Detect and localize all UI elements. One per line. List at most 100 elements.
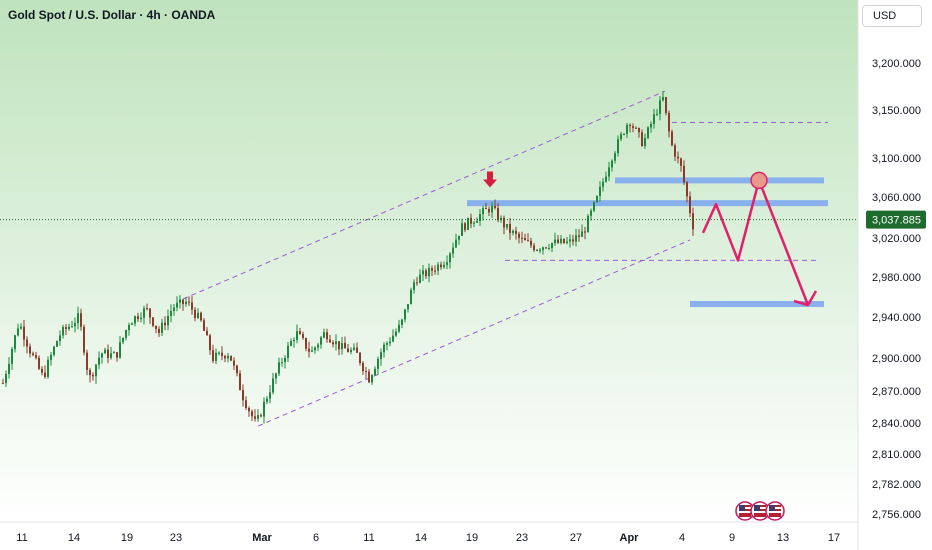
channel-upper-line (182, 90, 666, 300)
candle-body (419, 274, 421, 283)
candle-body (692, 213, 694, 230)
candle-body (386, 343, 388, 345)
projection-arrowhead (793, 290, 818, 307)
us-flag-icon[interactable] (765, 501, 785, 521)
candle-body (227, 355, 229, 359)
price-tick-label: 3,100.000 (872, 153, 921, 165)
candle-body (62, 327, 64, 336)
candle-body (677, 156, 679, 159)
candle-body (365, 370, 367, 372)
candle-body (602, 181, 604, 187)
zone-band (690, 301, 824, 307)
candle-body (674, 145, 676, 157)
candle-body (518, 233, 520, 238)
candle-body (281, 362, 283, 364)
key-zones (467, 177, 828, 307)
time-tick-label: 6 (313, 532, 319, 544)
candle-body (218, 352, 220, 354)
candle-body (398, 324, 400, 332)
projection-line (701, 179, 810, 306)
candle-body (611, 160, 613, 168)
time-tick-label: 4 (679, 532, 685, 544)
retest-circle-marker (750, 171, 768, 190)
time-tick-label: 13 (777, 532, 789, 544)
us-flag-icon[interactable] (735, 501, 755, 521)
time-tick-label: 11 (363, 532, 374, 544)
candle-body (500, 217, 502, 221)
candle-body (656, 113, 658, 115)
candle-body (266, 398, 268, 402)
currency-button[interactable]: USD (862, 5, 922, 27)
price-axis[interactable]: 3,200.000 3,150.000 3,100.000 3,060.000 3,02… (872, 58, 921, 521)
candle-body (29, 346, 31, 354)
candle-body (506, 223, 508, 228)
candle-body (392, 335, 394, 342)
candle-body (65, 327, 67, 330)
candle-body (671, 131, 673, 146)
candle-body (41, 368, 43, 373)
candle-body (449, 253, 451, 263)
candle-body (455, 239, 457, 248)
time-tick-label: 23 (516, 532, 528, 544)
candle-body (590, 210, 592, 216)
candle-body (176, 302, 178, 308)
time-axis[interactable]: 11 14 19 23 Mar 6 11 14 19 23 27 Apr 4 9 13 17 (16, 532, 840, 544)
candle-body (188, 301, 190, 303)
candle-body (245, 400, 247, 409)
candle-body (578, 235, 580, 237)
time-tick-label: 11 (16, 532, 27, 544)
candle-body (380, 352, 382, 359)
candle-body (8, 363, 10, 374)
candle-body (428, 268, 430, 277)
candle-body (77, 313, 79, 324)
candle-body (683, 165, 685, 183)
candle-body (293, 339, 295, 342)
candle-body (95, 364, 97, 377)
price-tick-label: 2,980.000 (872, 272, 921, 284)
chart-title: Gold Spot / U.S. Dollar · 4h · OANDA (8, 8, 216, 22)
candle-body (233, 360, 235, 366)
candle-body (128, 324, 130, 331)
candle-body (569, 239, 571, 242)
candle-body (320, 337, 322, 345)
candle-body (554, 239, 556, 244)
candle-body (140, 317, 142, 320)
candle-body (224, 355, 226, 359)
flag-stripe-white (754, 511, 766, 513)
candle-body (425, 270, 427, 277)
candle-body (20, 326, 22, 329)
candle-body (14, 335, 16, 349)
plot-background (0, 0, 858, 522)
candle-body (650, 124, 652, 128)
candle-body (470, 217, 472, 224)
candle-body (566, 241, 568, 244)
candle-body (38, 357, 40, 369)
candle-body (131, 323, 133, 325)
candle-body (299, 331, 301, 335)
candle-body (413, 282, 415, 290)
time-tick-label: 23 (170, 532, 182, 544)
candle-body (395, 331, 397, 336)
candle-body (338, 341, 340, 350)
candle-body (113, 352, 115, 354)
candle-body (362, 363, 364, 371)
candle-body (452, 247, 454, 254)
candle-body (2, 383, 4, 385)
candle-body (368, 371, 370, 383)
event-flags[interactable] (735, 501, 785, 521)
candle-body (629, 124, 631, 127)
candle-body (440, 264, 442, 268)
candle-body (209, 335, 211, 351)
candle-body (296, 331, 298, 340)
candle-body (599, 186, 601, 197)
candle-body (212, 350, 214, 361)
candle-body (347, 348, 349, 353)
candle-body (302, 334, 304, 338)
candle-body (641, 132, 643, 147)
candle-body (689, 196, 691, 214)
flag-canton (739, 505, 745, 511)
candle-body (134, 316, 136, 324)
price-tick-label: 2,810.000 (872, 449, 921, 461)
